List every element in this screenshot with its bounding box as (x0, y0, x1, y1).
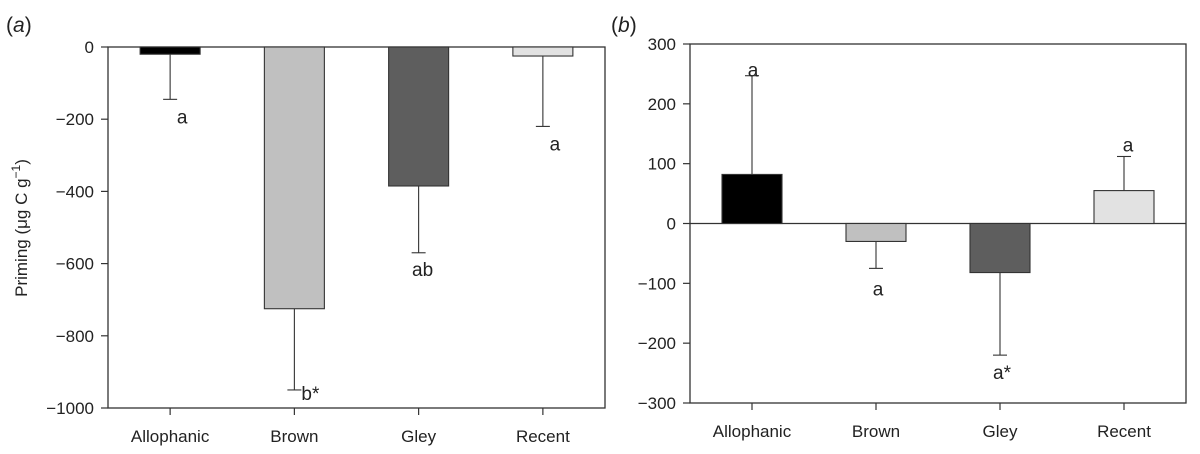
bar-brown (845, 222, 907, 243)
y-tick-label: −300 (638, 394, 676, 413)
significance-label: ab (412, 260, 433, 281)
x-tick-label: Recent (516, 427, 570, 446)
bar-gley (969, 222, 1031, 274)
significance-label: a (177, 107, 188, 128)
panel-b: (b) 300 200 100 0 −100 −200 −300 Allophanic a Bro… (611, 14, 1187, 441)
x-tick-label: Brown (270, 427, 318, 446)
significance-label: a (748, 61, 759, 82)
bar-gley (388, 46, 450, 187)
y-tick-label: 0 (667, 215, 676, 234)
bar-brown (263, 46, 325, 310)
x-tick-label: Brown (852, 422, 900, 441)
bar-recent (1093, 190, 1155, 225)
x-tick-label: Gley (401, 427, 436, 446)
plot-frame-a (107, 46, 606, 409)
bar-recent (512, 46, 574, 57)
y-tick-label: 100 (648, 155, 676, 174)
y-tick-label: 300 (648, 35, 676, 54)
x-tick-label: Allophanic (713, 422, 792, 441)
significance-label: a (550, 134, 561, 155)
panel-b-label: (b) (611, 14, 637, 37)
significance-label: a (1123, 135, 1134, 156)
y-tick-label: −800 (56, 327, 94, 346)
y-axis-label: Priming (μg C g−1) (9, 159, 31, 297)
y-tick-label: −400 (56, 182, 94, 201)
panel-a: (a) Priming (μg C g−1) 0 −200 −400 −600 −800… (6, 14, 606, 446)
x-tick-label: Recent (1097, 422, 1151, 441)
y-tick-label: −100 (638, 274, 676, 293)
x-tick-label: Allophanic (131, 427, 210, 446)
significance-label: a (873, 279, 884, 300)
significance-label: b* (301, 384, 320, 405)
y-tick-label: −1000 (46, 399, 94, 418)
y-tick-label: −200 (638, 334, 676, 353)
significance-label: a* (993, 363, 1012, 384)
bar-allophanic (139, 46, 201, 55)
panel-a-label: (a) (6, 14, 32, 37)
x-tick-label: Gley (983, 422, 1018, 441)
y-tick-label: −200 (56, 110, 94, 129)
bar-allophanic (721, 173, 783, 225)
y-tick-label: −600 (56, 255, 94, 274)
y-tick-label: 200 (648, 95, 676, 114)
y-tick-label: 0 (85, 38, 94, 57)
